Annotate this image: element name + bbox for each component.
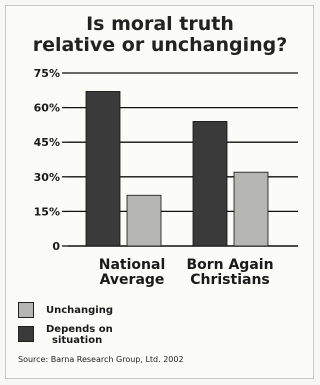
x-category-national-average: National Average (82, 258, 182, 288)
chart-title-line-1: Is moral truth (86, 13, 234, 35)
bar-chart: 0 15% 30% 45% 60% 75% (34, 67, 298, 253)
legend-label-line: situation (52, 335, 103, 346)
x-category-line: Average (99, 272, 165, 288)
bar-depends-on-situation-born-again-christians (192, 121, 228, 247)
y-tick-label: 75% (34, 67, 60, 80)
legend-label-line: Depends on (46, 324, 113, 335)
legend-swatch-depends (18, 326, 34, 342)
bar-unchanging-born-again-christians (233, 171, 269, 247)
bar-unchanging-national-average (126, 194, 162, 247)
x-category-line: Christians (190, 272, 270, 288)
y-tick-label: 45% (34, 136, 60, 149)
x-category-line: Born Again (186, 257, 274, 273)
legend-label-depends: Depends on situation (46, 324, 113, 346)
source-note: Source: Barna Research Group, Ltd. 2002 (18, 355, 184, 364)
y-tick-label: 15% (34, 205, 60, 218)
x-category-line: National (98, 257, 166, 273)
chart-title-line-2: relative or unchanging? (32, 34, 288, 56)
y-tick-label: 0 (52, 240, 60, 253)
bar-depends-on-situation-national-average (85, 91, 121, 247)
y-tick-label: 30% (34, 171, 60, 184)
legend-swatch-unchanging (18, 302, 34, 318)
x-category-born-again-christians: Born Again Christians (175, 258, 285, 288)
legend-label-unchanging: Unchanging (46, 305, 114, 316)
y-tick-label: 60% (34, 102, 60, 115)
